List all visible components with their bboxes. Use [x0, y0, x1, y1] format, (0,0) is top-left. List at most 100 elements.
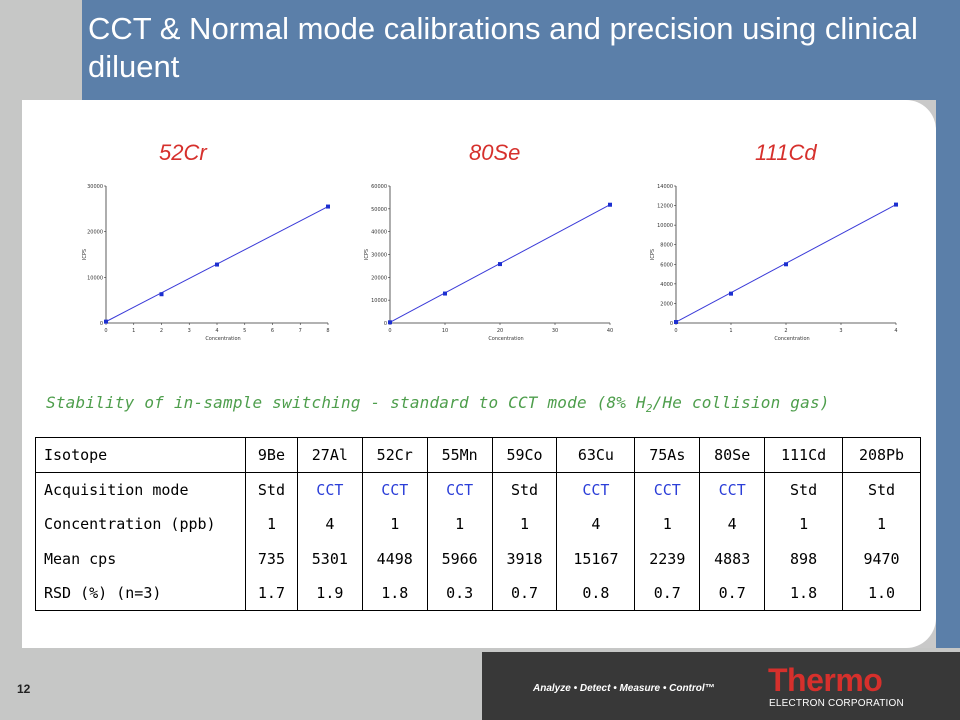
table-header-cell: 75As — [634, 437, 701, 473]
x-axis-title: Concentration — [488, 336, 523, 342]
table-cell: CCT — [634, 472, 701, 507]
y-tick-label: 6000 — [660, 262, 673, 268]
y-tick-label: 0 — [670, 321, 673, 327]
y-tick-label: 20000 — [87, 230, 103, 236]
y-tick-label: 0 — [384, 321, 387, 327]
subtitle-text-end: /He collision gas) — [652, 393, 830, 412]
x-tick-label: 6 — [271, 328, 274, 334]
table-cell: 1.0 — [842, 575, 921, 611]
table-cell: 735 — [245, 541, 298, 576]
table-row: RSD (%) (n=3) 1.7 1.9 1.8 0.3 0.7 0.8 0.7 0.7 1.8… — [35, 575, 921, 611]
x-tick-label: 8 — [326, 328, 329, 334]
table-header-row: Isotope 9Be 27Al 52Cr 55Mn 59Co 63Cu 75As 80Se 11… — [35, 437, 921, 473]
y-tick-label: 12000 — [657, 204, 673, 210]
table-cell: 4883 — [699, 541, 766, 576]
y-tick-label: 20000 — [371, 275, 387, 281]
x-tick-label: 7 — [299, 328, 302, 334]
data-point — [443, 291, 447, 296]
chart-label-52cr: 52Cr — [159, 140, 207, 165]
data-point — [326, 204, 330, 209]
data-point — [215, 262, 219, 267]
table-header-cell: 208Pb — [842, 437, 921, 473]
table-cell: 1 — [634, 506, 701, 542]
data-point — [674, 320, 678, 325]
table-cell: 3918 — [491, 541, 558, 576]
table-cell: 0.3 — [426, 575, 493, 611]
data-point — [388, 320, 392, 325]
table-cell: 9470 — [842, 541, 921, 576]
table-header-cell: 111Cd — [764, 437, 844, 473]
table-header-cell: 63Cu — [556, 437, 636, 473]
y-tick-label: 10000 — [371, 298, 387, 304]
page-number: 12 — [17, 682, 31, 696]
y-axis-title: ICPS — [364, 249, 370, 260]
data-point — [784, 262, 788, 267]
x-tick-label: 5 — [243, 328, 246, 334]
x-tick-label: 1 — [729, 328, 732, 334]
precision-table: Isotope 9Be 27Al 52Cr 55Mn 59Co 63Cu 75As 80Se 11… — [35, 437, 921, 611]
table-row-label: Mean cps — [35, 541, 246, 576]
y-tick-label: 0 — [100, 321, 103, 327]
table-header-cell: 9Be — [245, 437, 298, 473]
table-row: Acquisition mode Std CCT CCT CCT Std CCT CCT CCT… — [35, 472, 921, 507]
table-header-cell: 27Al — [296, 437, 363, 473]
y-tick-label: 40000 — [371, 230, 387, 236]
y-axis-title: ICPS — [82, 249, 88, 260]
y-tick-label: 50000 — [371, 207, 387, 213]
footer-bar — [482, 652, 960, 720]
x-tick-label: 2 — [160, 328, 163, 334]
thermo-logo: Thermo — [768, 662, 883, 698]
y-tick-label: 60000 — [371, 184, 387, 190]
table-cell: Std — [842, 472, 921, 507]
table-cell: Std — [764, 472, 844, 507]
table-cell: 0.7 — [699, 575, 766, 611]
x-tick-label: 3 — [188, 328, 191, 334]
y-tick-label: 4000 — [660, 282, 673, 288]
data-point — [729, 291, 733, 296]
x-tick-label: 20 — [497, 328, 503, 334]
y-tick-label: 30000 — [87, 184, 103, 190]
table-cell: 0.7 — [491, 575, 558, 611]
table-cell: Std — [491, 472, 558, 507]
table-cell: CCT — [556, 472, 636, 507]
table-cell: Std — [245, 472, 298, 507]
table-row: Mean cps 735 5301 4498 5966 3918 15167 2239 4883… — [35, 541, 921, 576]
table-cell: 4 — [296, 506, 363, 542]
table-cell: 5301 — [296, 541, 363, 576]
y-tick-label: 30000 — [371, 253, 387, 259]
y-tick-label: 14000 — [657, 184, 673, 190]
table-row: Concentration (ppb) 1 4 1 1 1 4 1 4 1 1 — [35, 506, 921, 542]
table-cell: 898 — [764, 541, 844, 576]
table-cell: 4 — [556, 506, 636, 542]
chart-label-111cd: 111Cd — [755, 140, 817, 165]
x-axis-title: Concentration — [205, 336, 240, 342]
right-background-band — [936, 0, 960, 720]
data-point — [159, 292, 164, 297]
table-cell: CCT — [426, 472, 493, 507]
x-tick-label: 1 — [132, 328, 135, 334]
table-header-cell: 80Se — [699, 437, 766, 473]
calibration-chart-52cr: 0 1 2 3 4 5 6 7 8 0 10000 20000 30000 Concentration IC… — [82, 184, 330, 342]
table-cell: CCT — [296, 472, 363, 507]
table-cell: 1 — [245, 506, 298, 542]
chart-label-80se: 80Se — [469, 140, 521, 165]
table-cell: 0.8 — [556, 575, 636, 611]
tagline: Analyze • Detect • Measure • Control™ — [533, 683, 715, 694]
data-point — [608, 202, 612, 207]
table-cell: CCT — [699, 472, 766, 507]
table-row-label: Acquisition mode — [35, 472, 246, 507]
stability-subtitle: Stability of in-sample switching - stand… — [46, 393, 926, 415]
table-header-cell: 52Cr — [361, 437, 428, 473]
table-header-cell: Isotope — [35, 437, 246, 473]
table-row-label: Concentration (ppb) — [35, 506, 246, 542]
table-cell: 5966 — [426, 541, 493, 576]
table-cell: 15167 — [556, 541, 636, 576]
x-tick-label: 3 — [839, 328, 842, 334]
calibration-chart-111cd: 0 1 2 3 4 0 2000 4000 6000 8000 10000 12000 14000 Con… — [650, 184, 898, 342]
x-axis-title: Concentration — [774, 336, 809, 342]
y-tick-label: 2000 — [660, 301, 673, 307]
data-point — [104, 319, 108, 324]
x-tick-label: 10 — [442, 328, 448, 334]
slide-title: CCT & Normal mode calibrations and preci… — [88, 11, 918, 84]
table-cell: 1.7 — [245, 575, 298, 611]
